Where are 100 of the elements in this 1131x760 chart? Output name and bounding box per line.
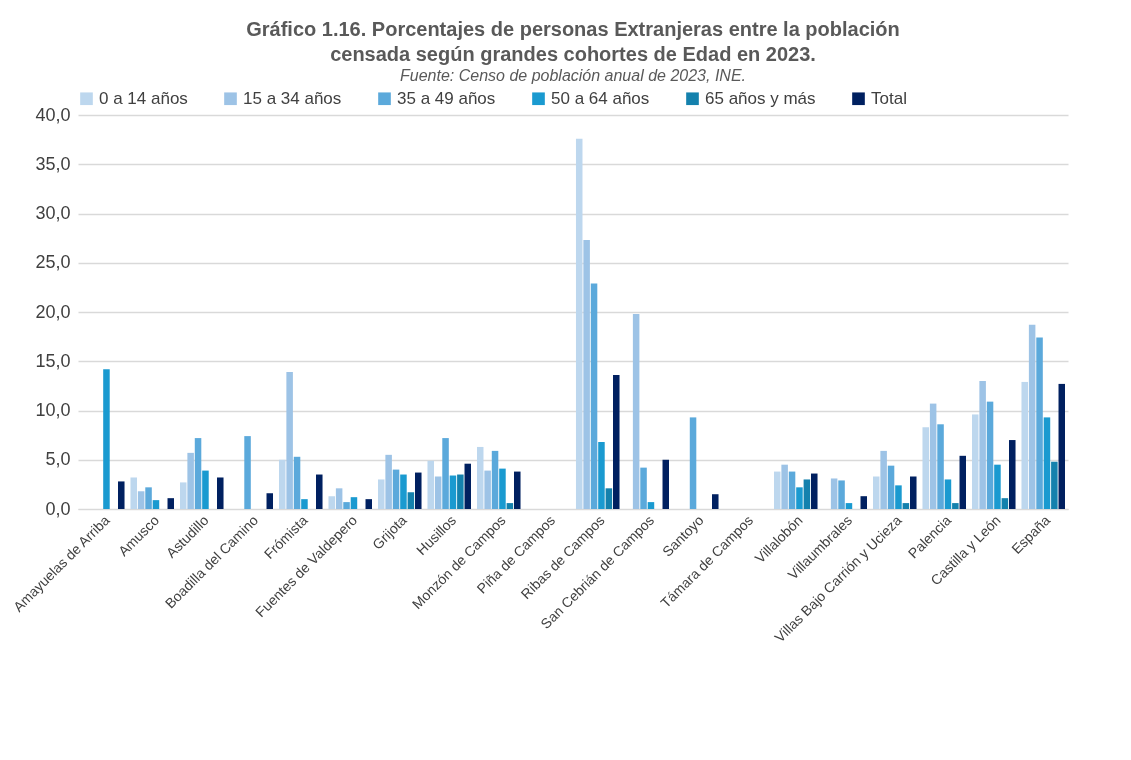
bar (971, 414, 979, 509)
y-tick-label: 0,0 (45, 498, 71, 519)
bar (491, 450, 499, 509)
bar (476, 446, 484, 509)
bar (335, 488, 343, 509)
bar (845, 503, 853, 509)
bar (407, 492, 415, 509)
y-tick-label: 10,0 (35, 400, 71, 420)
bar (830, 478, 838, 509)
bar (415, 472, 422, 509)
legend-label: 65 años y más (705, 88, 816, 108)
bar (773, 471, 781, 509)
y-tick-label: 40,0 (35, 104, 71, 125)
bar (137, 491, 145, 509)
bar (640, 467, 647, 509)
y-tick-label: 20,0 (35, 301, 71, 322)
bar (929, 403, 937, 509)
bar (575, 138, 583, 509)
bar (872, 476, 880, 509)
bar (605, 488, 613, 509)
y-tick-label: 15,0 (35, 350, 71, 371)
bar (400, 474, 407, 509)
bar (796, 487, 803, 509)
bar (179, 482, 187, 509)
bar (1051, 461, 1058, 509)
y-tick-label: 5,0 (45, 449, 71, 470)
legend-label: 15 a 34 años (243, 88, 342, 108)
legend-label: 35 a 49 años (397, 88, 496, 108)
bar (365, 499, 373, 509)
bar (1009, 440, 1016, 509)
bar (838, 480, 845, 509)
bar (647, 502, 655, 509)
bar (328, 496, 335, 509)
bar (499, 468, 506, 509)
legend-label: 0 a 14 años (99, 88, 188, 108)
bar (598, 442, 605, 509)
bar (922, 427, 929, 509)
bar (449, 475, 457, 509)
bar (781, 464, 788, 509)
bar (187, 452, 194, 509)
bar (202, 470, 209, 509)
bar (350, 497, 358, 509)
bar (301, 499, 308, 509)
bar (632, 313, 640, 509)
bar (103, 369, 110, 509)
bar (895, 485, 902, 509)
legend-label: 50 a 64 años (551, 88, 650, 108)
bar (712, 494, 719, 509)
bar (959, 455, 967, 509)
bar (880, 450, 887, 509)
bar (392, 469, 400, 509)
y-tick-label: 30,0 (35, 203, 71, 223)
bar (1043, 417, 1051, 509)
bar (811, 473, 818, 509)
bar (484, 470, 491, 509)
y-tick-label: 25,0 (35, 252, 71, 273)
bar (613, 375, 620, 509)
bar (385, 454, 392, 509)
bar (130, 477, 137, 509)
bar (860, 496, 868, 509)
bar (244, 436, 251, 509)
bar (194, 438, 202, 509)
bar (944, 479, 952, 509)
bar (590, 283, 598, 509)
bar (788, 471, 796, 509)
bar (217, 477, 224, 509)
bar (152, 500, 160, 509)
bar (293, 456, 301, 509)
bar (1001, 498, 1009, 509)
bar (278, 459, 286, 509)
chart-subtitle: Fuente: Censo de población anual de 2023, INE. (399, 67, 747, 84)
bar (887, 465, 895, 509)
bar (1021, 381, 1028, 509)
bar (979, 380, 986, 509)
bar (434, 476, 442, 509)
bar (286, 372, 293, 509)
bar (902, 503, 910, 509)
bar (583, 240, 590, 509)
bar (689, 417, 697, 509)
bar (1028, 324, 1036, 509)
bar (937, 424, 944, 509)
bar (662, 459, 670, 509)
bar (427, 460, 434, 509)
bar (442, 438, 449, 509)
bar (514, 471, 521, 509)
bar (377, 479, 385, 509)
bar (994, 464, 1001, 509)
bar (343, 502, 350, 509)
bar (118, 481, 125, 509)
bar (910, 476, 917, 509)
bar (316, 474, 323, 509)
bar (145, 487, 152, 509)
chart-title: Gráfico 1.16. Porcentajes de personas Extranjeras entre la población censada según grandes cohortes de Edad en 2023. (246, 18, 900, 65)
legend-label: Total (871, 88, 907, 108)
bar (803, 479, 811, 509)
bar (266, 493, 274, 509)
bar (457, 474, 464, 509)
bar (1036, 337, 1043, 509)
bar (1058, 383, 1066, 509)
bar (952, 503, 959, 509)
